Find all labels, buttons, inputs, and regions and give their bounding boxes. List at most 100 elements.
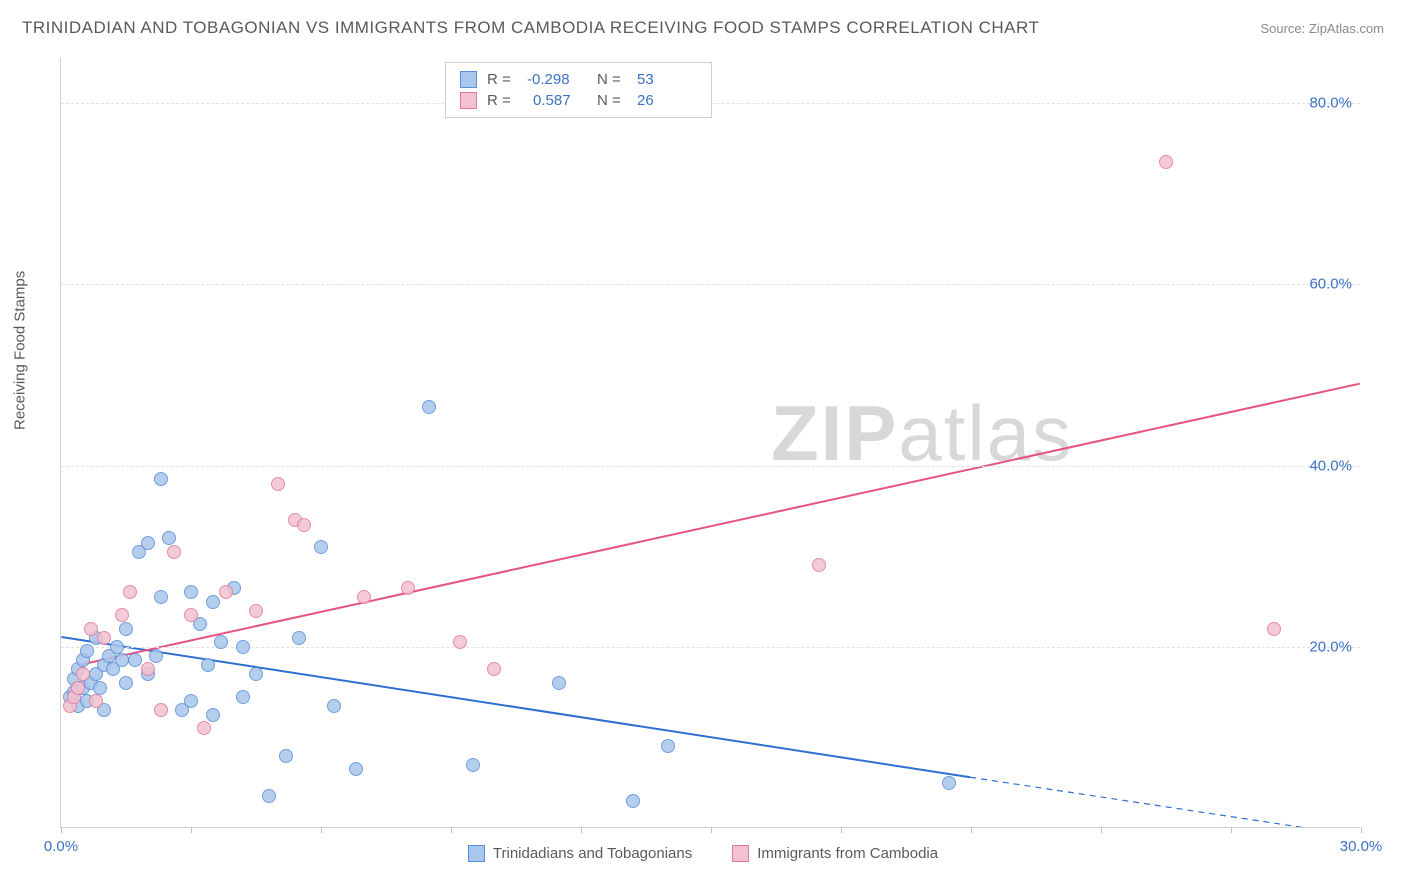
stats-row-series1: R = -0.298 N = 53 <box>460 69 697 90</box>
x-tick-mark <box>1231 827 1232 833</box>
data-point <box>297 518 311 532</box>
data-point <box>110 640 124 654</box>
watermark-bold: ZIP <box>771 389 898 477</box>
gridline <box>61 647 1360 648</box>
x-tick-mark <box>1101 827 1102 833</box>
data-point <box>357 590 371 604</box>
data-point <box>197 721 211 735</box>
bottom-legend: Trinidadians and Tobagonians Immigrants … <box>0 845 1406 862</box>
swatch-series2 <box>460 92 477 109</box>
x-tick-mark <box>971 827 972 833</box>
data-point <box>154 472 168 486</box>
data-point <box>167 545 181 559</box>
data-point <box>626 794 640 808</box>
stat-r-value-1: -0.298 <box>527 71 587 88</box>
stat-n-label: N = <box>597 92 627 109</box>
x-tick-mark <box>1361 827 1362 833</box>
data-point <box>141 662 155 676</box>
legend-item-series2: Immigrants from Cambodia <box>732 845 938 862</box>
trend-lines <box>61 58 1360 827</box>
data-point <box>115 608 129 622</box>
data-point <box>119 676 133 690</box>
data-point <box>89 694 103 708</box>
data-point <box>71 681 85 695</box>
stats-box: R = -0.298 N = 53 R = 0.587 N = 26 <box>445 62 712 118</box>
data-point <box>401 581 415 595</box>
data-point <box>80 644 94 658</box>
data-point <box>141 536 155 550</box>
data-point <box>162 531 176 545</box>
legend-label-1: Trinidadians and Tobagonians <box>493 845 692 862</box>
legend-label-2: Immigrants from Cambodia <box>757 845 938 862</box>
page-title: TRINIDADIAN AND TOBAGONIAN VS IMMIGRANTS… <box>22 18 1039 38</box>
data-point <box>219 585 233 599</box>
data-point <box>154 703 168 717</box>
data-point <box>812 558 826 572</box>
data-point <box>115 653 129 667</box>
data-point <box>149 649 163 663</box>
data-point <box>184 694 198 708</box>
data-point <box>97 631 111 645</box>
data-point <box>206 595 220 609</box>
x-tick-mark <box>61 827 62 833</box>
data-point <box>422 400 436 414</box>
stat-n-value-1: 53 <box>637 71 697 88</box>
source-label: Source: ZipAtlas.com <box>1260 21 1384 36</box>
data-point <box>201 658 215 672</box>
swatch-series1 <box>468 845 485 862</box>
data-point <box>279 749 293 763</box>
data-point <box>1159 155 1173 169</box>
x-tick-mark <box>711 827 712 833</box>
data-point <box>249 667 263 681</box>
data-point <box>552 676 566 690</box>
data-point <box>327 699 341 713</box>
data-point <box>119 622 133 636</box>
x-tick-mark <box>191 827 192 833</box>
data-point <box>661 739 675 753</box>
data-point <box>453 635 467 649</box>
data-point <box>76 667 90 681</box>
data-point <box>184 608 198 622</box>
data-point <box>236 690 250 704</box>
data-point <box>236 640 250 654</box>
data-point <box>184 585 198 599</box>
data-point <box>942 776 956 790</box>
data-point <box>487 662 501 676</box>
data-point <box>466 758 480 772</box>
gridline <box>61 284 1360 285</box>
data-point <box>292 631 306 645</box>
stat-r-value-2: 0.587 <box>527 92 587 109</box>
data-point <box>314 540 328 554</box>
y-tick-label: 20.0% <box>1309 638 1352 655</box>
watermark-rest: atlas <box>898 389 1073 477</box>
scatter-plot: ZIPatlas 20.0%40.0%60.0%80.0%0.0%30.0% <box>60 58 1360 828</box>
data-point <box>206 708 220 722</box>
x-tick-mark <box>321 827 322 833</box>
data-point <box>154 590 168 604</box>
x-tick-mark <box>451 827 452 833</box>
stat-r-label: R = <box>487 71 517 88</box>
swatch-series1 <box>460 71 477 88</box>
data-point <box>84 622 98 636</box>
stats-row-series2: R = 0.587 N = 26 <box>460 90 697 111</box>
data-point <box>349 762 363 776</box>
y-axis-label: Receiving Food Stamps <box>12 271 29 430</box>
data-point <box>214 635 228 649</box>
x-tick-mark <box>581 827 582 833</box>
data-point <box>249 604 263 618</box>
x-tick-mark <box>841 827 842 833</box>
data-point <box>128 653 142 667</box>
legend-item-series1: Trinidadians and Tobagonians <box>468 845 692 862</box>
y-tick-label: 80.0% <box>1309 95 1352 112</box>
y-tick-label: 60.0% <box>1309 276 1352 293</box>
stat-n-label: N = <box>597 71 627 88</box>
data-point <box>123 585 137 599</box>
data-point <box>1267 622 1281 636</box>
data-point <box>271 477 285 491</box>
gridline <box>61 466 1360 467</box>
y-tick-label: 40.0% <box>1309 457 1352 474</box>
data-point <box>93 681 107 695</box>
swatch-series2 <box>732 845 749 862</box>
stat-n-value-2: 26 <box>637 92 697 109</box>
stat-r-label: R = <box>487 92 517 109</box>
